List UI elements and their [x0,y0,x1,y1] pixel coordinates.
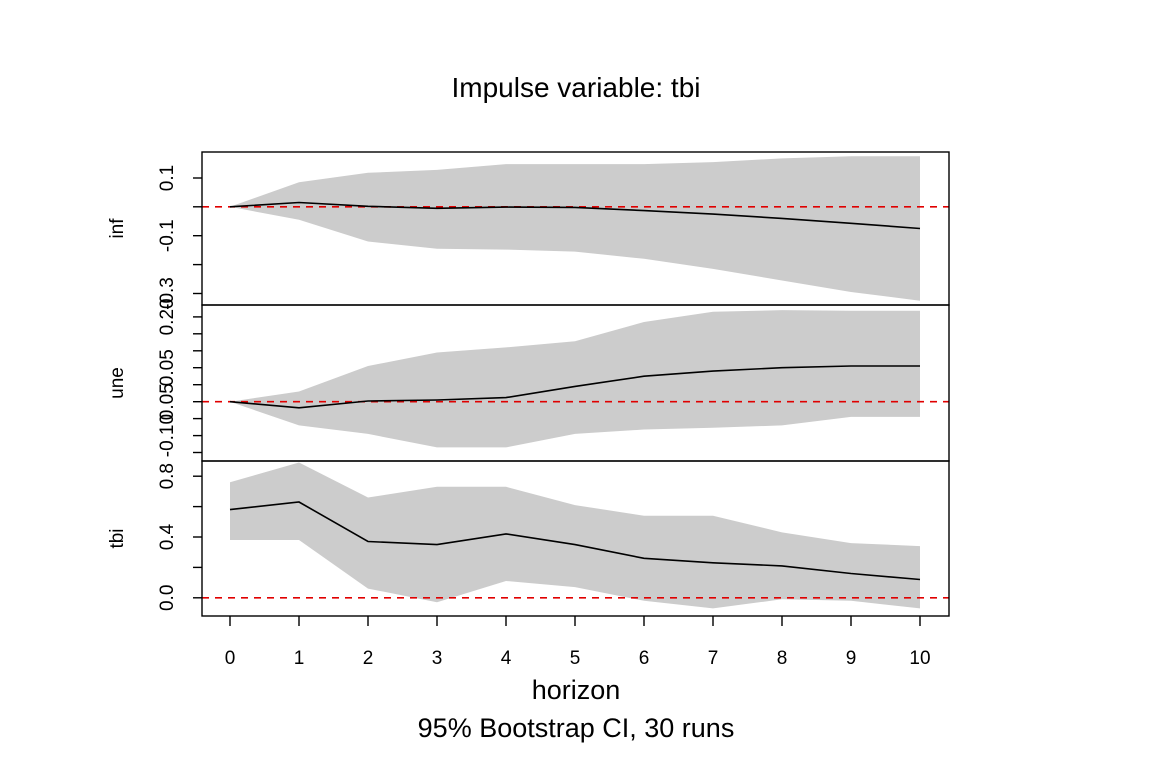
y-tick-label-inf: -0.3 [157,277,178,310]
y-tick-label-inf: -0.1 [157,219,178,252]
panels-group: -0.3-0.10.1inf-0.100.050.050.20une0.00.4… [107,151,950,617]
x-tick-label: 4 [501,648,512,669]
y-tick-label-une: 0.05 [157,383,178,420]
x-tick-label: 6 [639,648,650,669]
y-tick-label-inf: 0.1 [157,165,178,191]
irf-line-inf [229,201,921,230]
x-tick-label: 8 [777,648,788,669]
x-tick-label: 2 [363,648,374,669]
x-tick-label: 5 [570,648,581,669]
x-tick-label: 9 [846,648,857,669]
y-axis-label-tbi: tbi [107,528,128,548]
y-tick-label-tbi: 0.4 [157,523,178,550]
y-tick-label-tbi: 0.8 [157,463,178,489]
x-tick-label: 10 [909,648,930,669]
x-tick-label: 7 [708,648,719,669]
panel-inf: -0.3 -0.1 0.1 inf [107,151,950,310]
confidence-band-tbi [230,462,920,609]
chart-subtitle: 95% Bootstrap CI, 30 runs [418,713,735,743]
x-tick-label: 3 [432,648,443,669]
confidence-band-une [230,310,920,448]
x-axis-label: horizon [532,675,621,705]
confidence-band-inf [230,156,920,301]
y-axis-label-inf: inf [107,218,128,239]
x-tick-label: 0 [225,648,236,669]
x-axis: 0 1 2 3 4 5 6 7 8 9 10 [225,616,931,669]
x-tick-label: 1 [294,648,305,669]
chart-title: Impulse variable: tbi [451,72,700,103]
panel-tbi: 0.0 0.4 0.8 tbi [107,460,950,617]
y-tick-label-une: -0.10 [157,414,178,457]
y-tick-label-une: 0.05 [157,349,178,386]
irf-line-une [229,365,920,409]
y-tick-label-une: 0.20 [157,298,178,335]
y-tick-label-tbi: 0.0 [157,585,178,611]
y-axis-label-une: une [107,367,128,399]
irf-line-tbi [229,501,921,581]
